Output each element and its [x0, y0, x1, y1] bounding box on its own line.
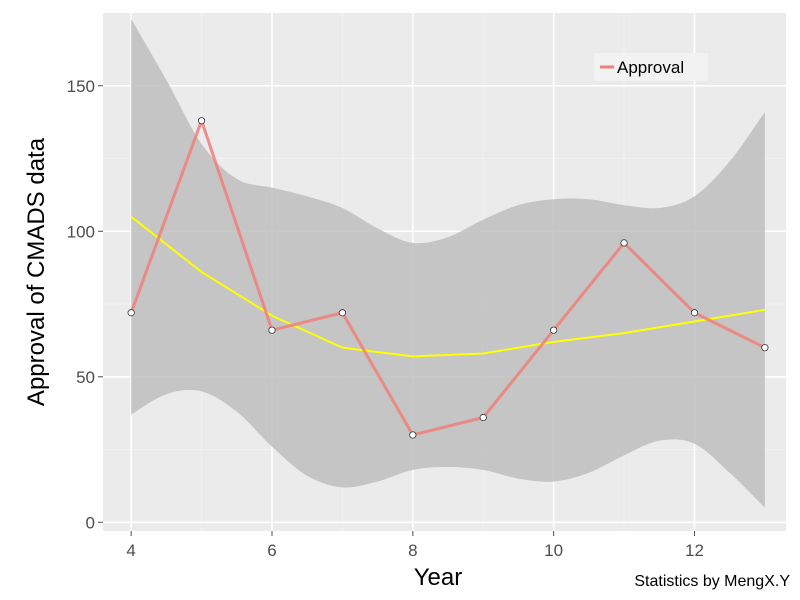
x-tick-label: 10	[544, 541, 563, 560]
data-point	[268, 326, 276, 334]
x-tick-label: 6	[267, 541, 276, 560]
credit-annotation: Statistics by MengX.Y	[634, 573, 790, 590]
y-tick-label: 150	[67, 77, 95, 96]
approval-series-line	[129, 119, 766, 437]
data-point	[338, 309, 347, 317]
data-point	[761, 344, 769, 352]
legend: Approval	[594, 53, 708, 81]
y-tick-label: 100	[67, 222, 95, 241]
x-tick-label: 8	[408, 541, 417, 560]
x-axis-ticks: 4 6 8 10 12	[126, 531, 704, 560]
x-axis-title: Year	[414, 564, 463, 591]
x-tick-label: 12	[685, 541, 704, 560]
y-tick-label: 0	[86, 513, 95, 532]
y-axis-title: Approval of CMADS data	[23, 137, 50, 406]
y-axis-ticks: 0 50 100 150	[67, 77, 103, 532]
data-point	[550, 326, 558, 334]
data-point	[127, 309, 135, 317]
data-point	[620, 239, 628, 247]
confidence-band	[131, 18, 765, 508]
legend-label-approval: Approval	[617, 58, 684, 77]
data-point	[409, 431, 417, 439]
data-point	[690, 309, 699, 317]
x-tick-label: 4	[126, 541, 135, 560]
y-tick-label: 50	[76, 368, 95, 387]
smooth-fit-line	[130, 215, 766, 358]
data-point	[479, 413, 487, 422]
approval-points	[127, 117, 769, 439]
data-point	[197, 117, 206, 125]
